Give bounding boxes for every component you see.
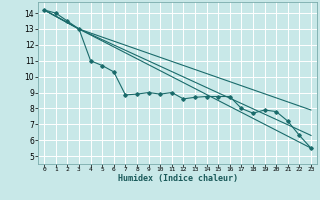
X-axis label: Humidex (Indice chaleur): Humidex (Indice chaleur) [118, 174, 238, 183]
